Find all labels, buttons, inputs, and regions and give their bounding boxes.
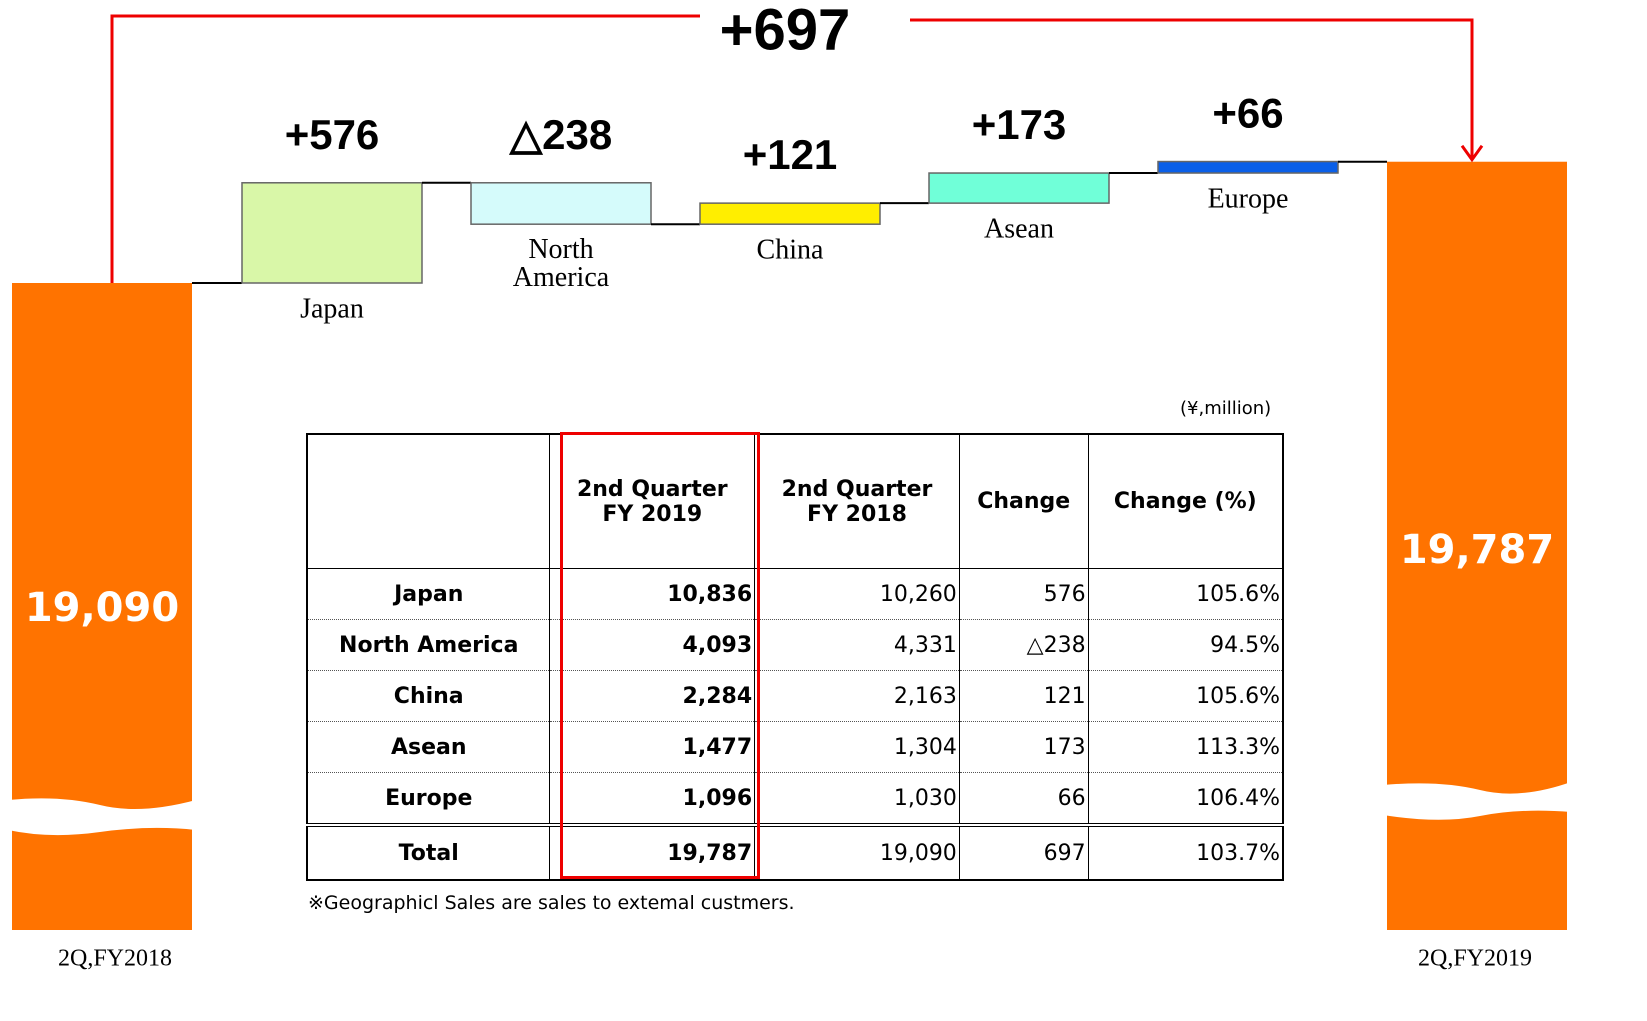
table-cell: 66 (958, 772, 1089, 826)
table-row: Europe 1,096 1,030 66 106.4% (306, 772, 1283, 826)
table-cell: 121 (958, 670, 1089, 722)
table-row: Asean 1,477 1,304 173 113.3% (306, 721, 1283, 773)
bar (928, 172, 1110, 204)
table-cell: 576 (958, 568, 1089, 620)
table-cell: 1,477 (549, 721, 755, 773)
table-cell: Asean (306, 721, 550, 773)
end-value-label: 19,787 (1400, 527, 1554, 573)
bar (699, 202, 881, 225)
table-cell: △238 (958, 619, 1089, 671)
category-label: Japan (300, 293, 364, 324)
table-cell: 4,093 (549, 619, 755, 671)
table-cell: 10,260 (754, 568, 960, 620)
sales-table: 2nd Quarter FY 2019 2nd Quarter FY 2018 Ch… (306, 433, 1284, 881)
table-cell: 10,836 (549, 568, 755, 620)
header-cell (306, 434, 550, 569)
value-label: +576 (285, 111, 380, 158)
table-row: North America 4,093 4,331 △238 94.5% (306, 619, 1283, 671)
table-row: China 2,284 2,163 121 105.6% (306, 670, 1283, 722)
category-label: Asean (984, 214, 1054, 245)
bar (1157, 160, 1339, 174)
table-cell: Japan (306, 568, 550, 620)
value-label: +66 (1212, 90, 1283, 137)
category-label: North America (513, 235, 610, 294)
table-cell: 2,163 (754, 670, 960, 722)
start-value-label: 19,090 (25, 585, 179, 631)
table-cell: Total (306, 823, 550, 880)
table-cell: 2,284 (549, 670, 755, 722)
category-label: Europe (1208, 183, 1289, 214)
table-cell: 1,030 (754, 772, 960, 826)
header-cell: Change (958, 434, 1089, 569)
bar (241, 182, 423, 284)
start-label: 2Q,FY2018 (58, 946, 172, 972)
category-label: China (757, 235, 824, 266)
value-label: △238 (509, 111, 612, 158)
header-cell: 2nd Quarter FY 2018 (754, 434, 960, 569)
table-cell: 113.3% (1087, 721, 1283, 773)
table-cell: 173 (958, 721, 1089, 773)
table-cell: 105.6% (1087, 568, 1283, 620)
arrow-head (1460, 144, 1484, 163)
table-cell: 1,096 (549, 772, 755, 826)
table-cell: 19,787 (549, 823, 755, 880)
table-cell: 94.5% (1087, 619, 1283, 671)
unit-label: (¥,million) (1180, 398, 1272, 419)
header-cell: 2nd Quarter FY 2019 (549, 434, 755, 569)
table-cell: 1,304 (754, 721, 960, 773)
bar (470, 182, 652, 225)
table-cell: North America (306, 619, 550, 671)
value-label: +121 (743, 131, 838, 178)
table-cell: China (306, 670, 550, 722)
axis-break (8, 798, 196, 836)
table-row: Japan 10,836 10,260 576 105.6% (306, 568, 1283, 620)
table-row: Total 19,787 19,090 697 103.7% (306, 823, 1283, 880)
bracket (110, 14, 1474, 283)
axis-break (1383, 782, 1571, 820)
table-cell: 19,090 (754, 823, 960, 880)
table-cell: 697 (958, 823, 1089, 880)
table-cell: 103.7% (1087, 823, 1283, 880)
table-cell: 105.6% (1087, 670, 1283, 722)
header-cell: Change (%) (1087, 434, 1283, 569)
table-cell: 106.4% (1087, 772, 1283, 826)
value-label: +173 (972, 101, 1067, 148)
header-row: 2nd Quarter FY 2019 2nd Quarter FY 2018 Ch… (306, 434, 1283, 569)
end-label: 2Q,FY2019 (1418, 946, 1532, 972)
footnote: ※Geographicl Sales are sales to extemal … (308, 892, 795, 914)
total-change-label: +697 (720, 0, 851, 62)
table-cell: 4,331 (754, 619, 960, 671)
table-cell: Europe (306, 772, 550, 826)
